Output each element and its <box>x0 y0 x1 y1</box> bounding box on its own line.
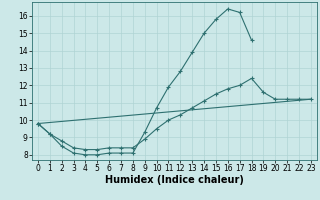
X-axis label: Humidex (Indice chaleur): Humidex (Indice chaleur) <box>105 175 244 185</box>
